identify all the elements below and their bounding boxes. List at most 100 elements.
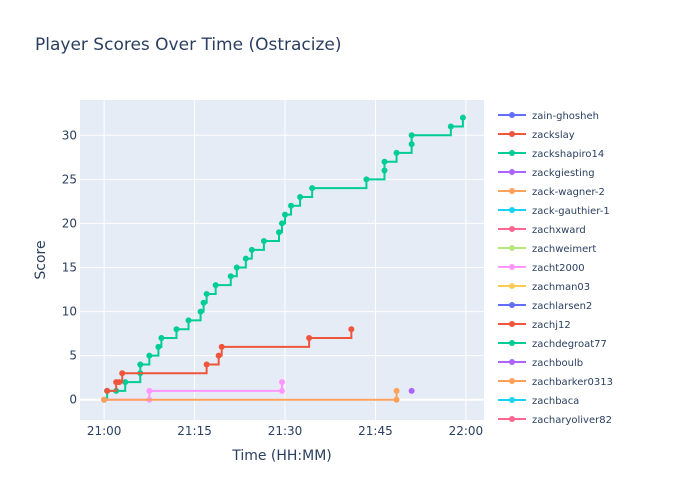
data-point[interactable] [173, 326, 180, 333]
legend-label: zachman03 [532, 282, 590, 293]
data-point[interactable] [279, 379, 285, 386]
x-tick-label: 21:15 [177, 424, 212, 438]
data-point[interactable] [203, 290, 210, 297]
legend-item[interactable]: zachboulb [498, 358, 583, 369]
data-point[interactable] [408, 141, 415, 148]
legend-label: zachbarker0313 [532, 377, 613, 388]
ticks: 21:00 21:15 21:30 21:45 22:00 0 5 10 15 20 25 30 [62, 128, 483, 438]
legend-item[interactable]: zain-ghosheh [498, 111, 599, 122]
legend-item[interactable]: zachdegroat77 [498, 339, 607, 350]
data-point[interactable] [185, 317, 192, 324]
legend-label: zachbaca [532, 396, 579, 407]
legend-swatch-marker [509, 340, 515, 346]
legend-label: zackslay [532, 130, 575, 141]
legend-swatch-marker [509, 359, 515, 365]
data-point[interactable] [279, 220, 285, 227]
data-point[interactable] [122, 379, 129, 386]
data-point[interactable] [218, 343, 225, 350]
legend-item[interactable]: zachlarsen2 [498, 301, 592, 312]
legend-item[interactable]: zack-gauthier-1 [498, 206, 610, 217]
data-point[interactable] [155, 343, 162, 350]
y-axis-label: Score [33, 240, 49, 279]
data-point[interactable] [381, 167, 388, 174]
data-point[interactable] [212, 282, 219, 289]
data-point[interactable] [408, 387, 415, 394]
data-point[interactable] [282, 211, 289, 218]
data-point[interactable] [203, 361, 210, 368]
legend-swatch-marker [509, 416, 515, 422]
legend-label: zacharyoliver82 [532, 415, 612, 426]
data-point[interactable] [248, 246, 255, 253]
legend-swatch-marker [509, 264, 515, 270]
legend-item[interactable]: zachxward [498, 225, 586, 236]
legend-label: zachxward [532, 225, 586, 236]
data-point[interactable] [215, 352, 222, 359]
data-point[interactable] [200, 299, 207, 306]
data-point[interactable] [393, 149, 400, 156]
data-point[interactable] [288, 202, 295, 209]
legend-item[interactable]: zacht2000 [498, 263, 585, 274]
data-point[interactable] [260, 238, 267, 245]
y-tick-label: 10 [62, 305, 77, 319]
legend-item[interactable]: zachj12 [498, 320, 571, 331]
y-tick-label: 20 [62, 216, 77, 230]
y-tick-label: 5 [69, 349, 77, 363]
data-point[interactable] [275, 229, 282, 236]
data-point[interactable] [309, 185, 316, 192]
data-point[interactable] [297, 193, 304, 200]
data-point[interactable] [104, 387, 111, 394]
data-point[interactable] [233, 264, 240, 271]
x-axis-label: Time (HH:MM) [231, 448, 332, 464]
legend-label: zacht2000 [532, 263, 585, 274]
data-point[interactable] [381, 158, 388, 165]
data-point[interactable] [447, 123, 454, 130]
legend-item[interactable]: zackslay [498, 130, 575, 141]
legend-label: zachboulb [532, 358, 583, 369]
legend-label: zachdegroat77 [532, 339, 607, 350]
data-point[interactable] [306, 335, 313, 342]
legend-swatch-marker [509, 245, 515, 251]
y-tick-label: 25 [62, 172, 77, 186]
legend-swatch-marker [509, 321, 515, 327]
data-point[interactable] [363, 176, 370, 183]
data-point[interactable] [146, 387, 153, 394]
data-point[interactable] [227, 273, 234, 280]
legend-item[interactable]: zackshapiro14 [498, 149, 604, 160]
data-point[interactable] [101, 396, 108, 403]
legend-item[interactable]: zachman03 [498, 282, 590, 293]
legend-swatch-marker [509, 169, 515, 175]
legend-item[interactable]: zack-wagner-2 [498, 187, 605, 198]
legend-label: zachj12 [532, 320, 571, 331]
legend-label: zachlarsen2 [532, 301, 592, 312]
data-point[interactable] [348, 326, 355, 333]
y-tick-label: 30 [62, 128, 77, 142]
data-point[interactable] [393, 396, 400, 403]
legend-swatch-marker [509, 283, 515, 289]
legend[interactable]: zain-ghosheh zackslay zackshapiro14 zackgie… [490, 100, 700, 426]
legend-item[interactable]: zacharyoliver82 [498, 415, 612, 426]
legend-swatch-marker [509, 131, 515, 137]
data-point[interactable] [158, 335, 165, 342]
data-point[interactable] [279, 387, 285, 394]
legend-item[interactable]: zachweimert [498, 244, 596, 255]
x-tick-label: 21:00 [87, 424, 122, 438]
legend-label: zachweimert [532, 244, 596, 255]
y-tick-label: 0 [69, 393, 77, 407]
legend-swatch-marker [509, 188, 515, 194]
legend-swatch-marker [509, 302, 515, 308]
data-point[interactable] [137, 361, 144, 368]
legend-item[interactable]: zackgiesting [498, 168, 595, 179]
data-point[interactable] [459, 114, 466, 121]
x-tick-label: 21:45 [358, 424, 393, 438]
data-point[interactable] [393, 387, 400, 394]
legend-item[interactable]: zachbaca [498, 396, 579, 407]
legend-item[interactable]: zachbarker0313 [498, 377, 613, 388]
data-point[interactable] [242, 255, 249, 262]
data-point[interactable] [119, 370, 126, 377]
data-point[interactable] [408, 132, 415, 139]
data-point[interactable] [116, 379, 123, 386]
data-point[interactable] [146, 352, 153, 359]
data-point[interactable] [197, 308, 204, 315]
